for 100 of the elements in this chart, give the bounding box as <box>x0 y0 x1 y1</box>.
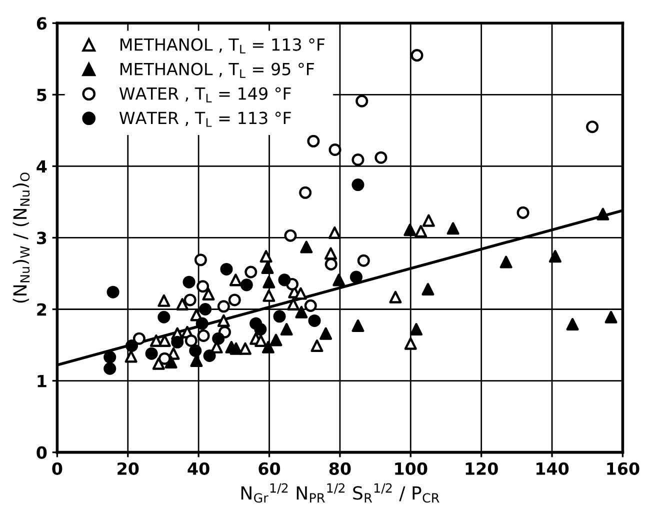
x-tick-label: 60 <box>258 462 280 475</box>
point <box>273 310 286 323</box>
point <box>278 274 291 286</box>
x-tick-label: 120 <box>466 462 498 475</box>
point <box>184 334 198 347</box>
point <box>254 334 268 347</box>
legend-label: METHANOL , T$_{L}$ = 95 °F <box>120 62 314 78</box>
point <box>106 286 120 298</box>
point <box>261 262 274 274</box>
point <box>414 225 428 238</box>
point <box>352 178 364 192</box>
point <box>307 134 320 148</box>
point <box>199 302 212 316</box>
point <box>328 143 342 156</box>
point <box>194 254 207 266</box>
y-tick-label: 6 <box>36 17 47 30</box>
text: N$_{Gr}$$^{1/2}$ N$_{PR}$$^{1/2}$ S$_{R}$$^{1/2}$ / P$_{CR}$ <box>241 483 440 503</box>
point <box>262 340 274 354</box>
legend-label: WATER , T$_{L}$ = 149 °F <box>119 87 291 102</box>
point <box>404 224 416 236</box>
point <box>350 270 362 284</box>
point <box>229 274 242 286</box>
point <box>184 294 196 306</box>
point <box>422 282 434 296</box>
point <box>356 94 368 108</box>
point <box>320 327 332 340</box>
point <box>596 208 610 220</box>
point <box>295 306 308 318</box>
x-tick-label: 0 <box>52 462 62 475</box>
point <box>404 337 417 350</box>
y-axis-title: (N$_{Nu}$)$_{W}$ / (N$_{Nu}$)$_{O}$ <box>12 172 30 303</box>
point <box>604 310 618 324</box>
point <box>270 334 282 346</box>
point <box>284 229 297 242</box>
point <box>196 280 210 293</box>
y-tick-label: 5 <box>37 88 46 102</box>
point <box>410 323 423 336</box>
point <box>516 206 530 219</box>
point <box>217 300 230 313</box>
point <box>220 262 233 276</box>
point <box>332 274 346 286</box>
point <box>176 298 189 311</box>
point <box>308 314 321 327</box>
y-tick-label: 0 <box>36 446 47 459</box>
point <box>158 352 171 365</box>
y-tick-label: 3 <box>36 232 46 244</box>
point <box>324 247 338 260</box>
point <box>244 266 258 278</box>
point <box>304 299 317 312</box>
point <box>352 319 364 332</box>
point <box>586 120 599 134</box>
point <box>217 314 230 327</box>
point <box>230 342 242 355</box>
point <box>357 254 370 267</box>
point <box>152 357 165 370</box>
point <box>299 186 312 199</box>
y-tick-label: 1 <box>38 374 46 388</box>
point <box>446 222 460 235</box>
point <box>254 323 267 336</box>
point <box>126 339 138 352</box>
point <box>548 250 562 263</box>
point <box>197 329 210 342</box>
point <box>260 250 272 263</box>
point <box>189 344 202 358</box>
point <box>171 336 184 348</box>
point <box>104 350 116 364</box>
point <box>158 294 170 307</box>
x-tick-label: 160 <box>607 462 640 475</box>
point <box>287 298 300 311</box>
y-tick-label: 4 <box>36 160 47 173</box>
point <box>262 276 276 288</box>
x-tick-label: 20 <box>118 462 139 475</box>
y-tick-label: 2 <box>37 303 46 316</box>
point <box>352 153 364 166</box>
point <box>158 310 170 324</box>
point <box>228 294 241 306</box>
point <box>374 151 388 164</box>
legend-label: METHANOL , T$_{L}$ = 113 °F <box>120 38 325 54</box>
point <box>310 339 324 352</box>
point <box>410 49 424 62</box>
x-tick-label: 40 <box>188 462 210 475</box>
x-tick-label: 100 <box>395 462 428 475</box>
point <box>190 354 203 368</box>
point <box>500 256 512 268</box>
point <box>132 332 146 345</box>
point <box>566 318 579 331</box>
point <box>202 288 215 300</box>
point <box>422 214 435 227</box>
point <box>104 362 116 375</box>
point <box>280 323 293 336</box>
point <box>300 240 313 254</box>
point <box>240 278 253 292</box>
x-tick-label: 80 <box>329 462 351 475</box>
point <box>196 317 208 330</box>
point <box>145 347 158 360</box>
point <box>182 276 196 288</box>
point <box>158 334 171 347</box>
point <box>238 342 252 355</box>
point <box>389 290 402 304</box>
point <box>294 287 307 300</box>
